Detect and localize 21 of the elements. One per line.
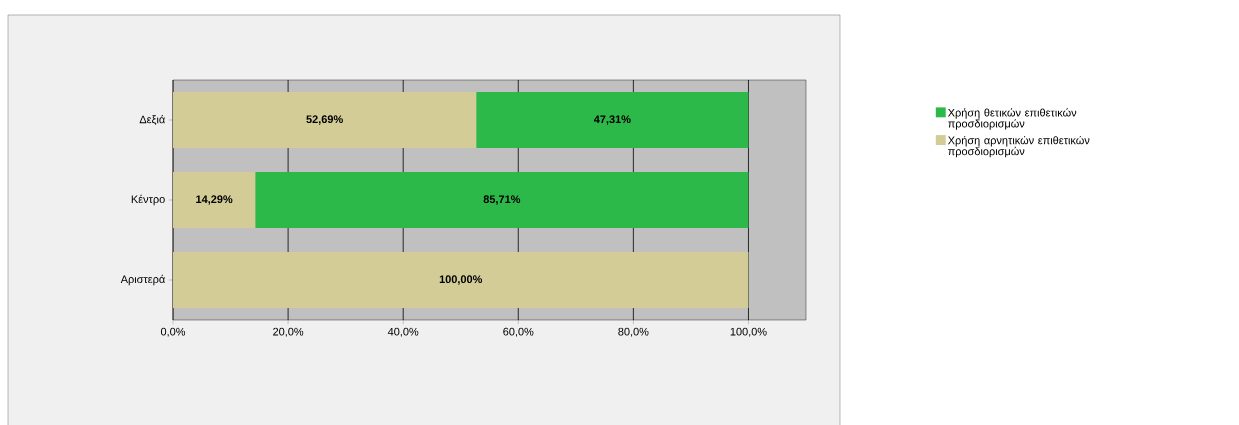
bar [173,92,477,148]
x-tick-label: 60,0% [503,327,534,337]
x-tick-label: 0,0% [160,327,186,337]
bar [173,252,749,308]
data-label: 85,71% [483,195,521,205]
y-tick-label: Δεξιά [139,114,165,126]
x-tick-label: 20,0% [273,327,304,337]
y-tick-label: Κέντρο [131,194,165,206]
data-label: 47,31% [593,115,631,125]
x-tick-label: 100,0% [730,327,767,337]
data-label: 14,29% [196,195,233,205]
data-label: 100,00% [439,275,483,285]
bar [255,172,749,228]
x-tick-label: 80,0% [618,327,649,337]
y-tick-label: Αριστερά [120,274,165,286]
legend-label: Χρήση θετικών επιθετικών προσδιορισμών [947,108,1077,130]
bar [476,92,749,148]
x-tick-label: 40,0% [387,327,419,337]
legend-label: Χρήση αρνητικών επιθετικών προσδιορισμών [947,135,1090,158]
data-label: 52,69% [306,115,343,125]
bar [173,172,256,228]
